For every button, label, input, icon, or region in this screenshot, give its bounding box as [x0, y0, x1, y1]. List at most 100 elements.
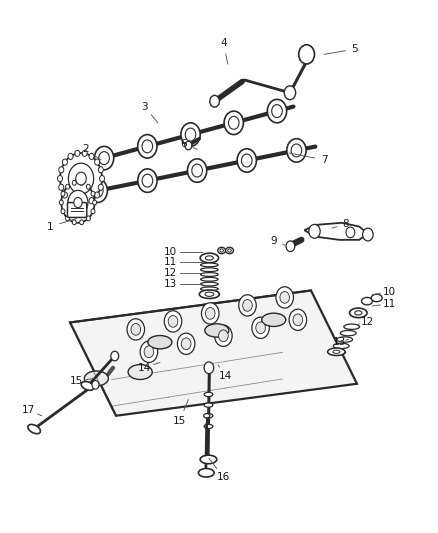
Ellipse shape: [361, 297, 372, 305]
Circle shape: [57, 175, 63, 182]
Circle shape: [185, 141, 192, 150]
Circle shape: [237, 149, 256, 172]
Circle shape: [88, 179, 107, 203]
Circle shape: [68, 198, 73, 204]
Text: 13: 13: [164, 279, 177, 288]
Circle shape: [252, 317, 269, 338]
Circle shape: [68, 163, 94, 194]
Circle shape: [291, 144, 302, 157]
Ellipse shape: [200, 253, 219, 263]
Ellipse shape: [218, 247, 226, 254]
Ellipse shape: [205, 324, 229, 337]
Circle shape: [181, 123, 200, 146]
Circle shape: [210, 95, 219, 107]
Circle shape: [82, 201, 87, 207]
Text: 8: 8: [343, 219, 350, 229]
Circle shape: [256, 322, 265, 334]
Circle shape: [289, 309, 307, 330]
Circle shape: [144, 346, 154, 358]
Ellipse shape: [337, 337, 353, 342]
Circle shape: [95, 159, 100, 165]
Ellipse shape: [201, 282, 218, 286]
Circle shape: [140, 341, 158, 362]
Circle shape: [204, 362, 214, 374]
Circle shape: [111, 351, 119, 361]
Ellipse shape: [128, 365, 152, 379]
Ellipse shape: [344, 324, 360, 329]
FancyArrowPatch shape: [217, 82, 242, 100]
Circle shape: [72, 220, 76, 225]
Circle shape: [142, 140, 152, 153]
Circle shape: [272, 104, 283, 117]
Ellipse shape: [226, 247, 233, 254]
Circle shape: [66, 184, 70, 189]
Circle shape: [224, 111, 244, 134]
Circle shape: [363, 228, 373, 241]
Ellipse shape: [198, 469, 214, 477]
Circle shape: [75, 150, 80, 156]
Circle shape: [99, 152, 110, 165]
Circle shape: [241, 154, 252, 167]
Ellipse shape: [200, 455, 217, 464]
FancyBboxPatch shape: [67, 203, 87, 217]
Ellipse shape: [228, 249, 231, 252]
Circle shape: [68, 190, 88, 215]
Circle shape: [168, 316, 178, 327]
Circle shape: [138, 169, 157, 192]
Circle shape: [280, 292, 290, 303]
Circle shape: [98, 184, 103, 190]
Circle shape: [177, 333, 195, 354]
Text: 14: 14: [219, 371, 232, 381]
Text: 3: 3: [141, 102, 148, 111]
Circle shape: [68, 154, 73, 159]
Ellipse shape: [340, 330, 356, 336]
Text: 13: 13: [333, 337, 346, 347]
Ellipse shape: [333, 350, 340, 353]
Circle shape: [61, 182, 95, 223]
Text: 12: 12: [164, 268, 177, 278]
Circle shape: [127, 319, 145, 340]
Circle shape: [131, 324, 141, 335]
Ellipse shape: [201, 287, 218, 291]
Circle shape: [74, 198, 82, 207]
Text: 15: 15: [70, 376, 83, 386]
Ellipse shape: [205, 256, 213, 260]
Circle shape: [59, 200, 64, 205]
Circle shape: [80, 220, 84, 225]
Circle shape: [243, 300, 252, 311]
Text: 12: 12: [361, 318, 374, 327]
Circle shape: [91, 191, 95, 196]
Ellipse shape: [330, 350, 346, 355]
Ellipse shape: [199, 290, 219, 298]
Circle shape: [164, 311, 182, 332]
Ellipse shape: [261, 313, 286, 326]
Circle shape: [92, 381, 99, 389]
Ellipse shape: [201, 273, 218, 276]
Circle shape: [142, 174, 153, 187]
Circle shape: [92, 200, 97, 205]
Circle shape: [59, 167, 64, 173]
Circle shape: [229, 116, 239, 130]
Circle shape: [293, 314, 303, 326]
Circle shape: [91, 209, 95, 214]
Text: 9: 9: [270, 236, 277, 246]
Polygon shape: [304, 223, 368, 240]
Text: 15: 15: [173, 416, 186, 426]
Ellipse shape: [333, 343, 349, 349]
Circle shape: [287, 139, 306, 162]
Circle shape: [286, 241, 295, 252]
Circle shape: [346, 227, 355, 238]
Circle shape: [76, 172, 86, 185]
Circle shape: [138, 135, 157, 158]
Circle shape: [185, 128, 196, 141]
Circle shape: [192, 164, 202, 177]
Circle shape: [219, 330, 228, 342]
Circle shape: [95, 192, 100, 198]
Circle shape: [61, 191, 65, 196]
Circle shape: [95, 147, 114, 170]
Circle shape: [80, 180, 84, 185]
Ellipse shape: [28, 424, 40, 434]
Ellipse shape: [355, 311, 362, 315]
Text: 2: 2: [82, 144, 89, 154]
Circle shape: [99, 175, 105, 182]
